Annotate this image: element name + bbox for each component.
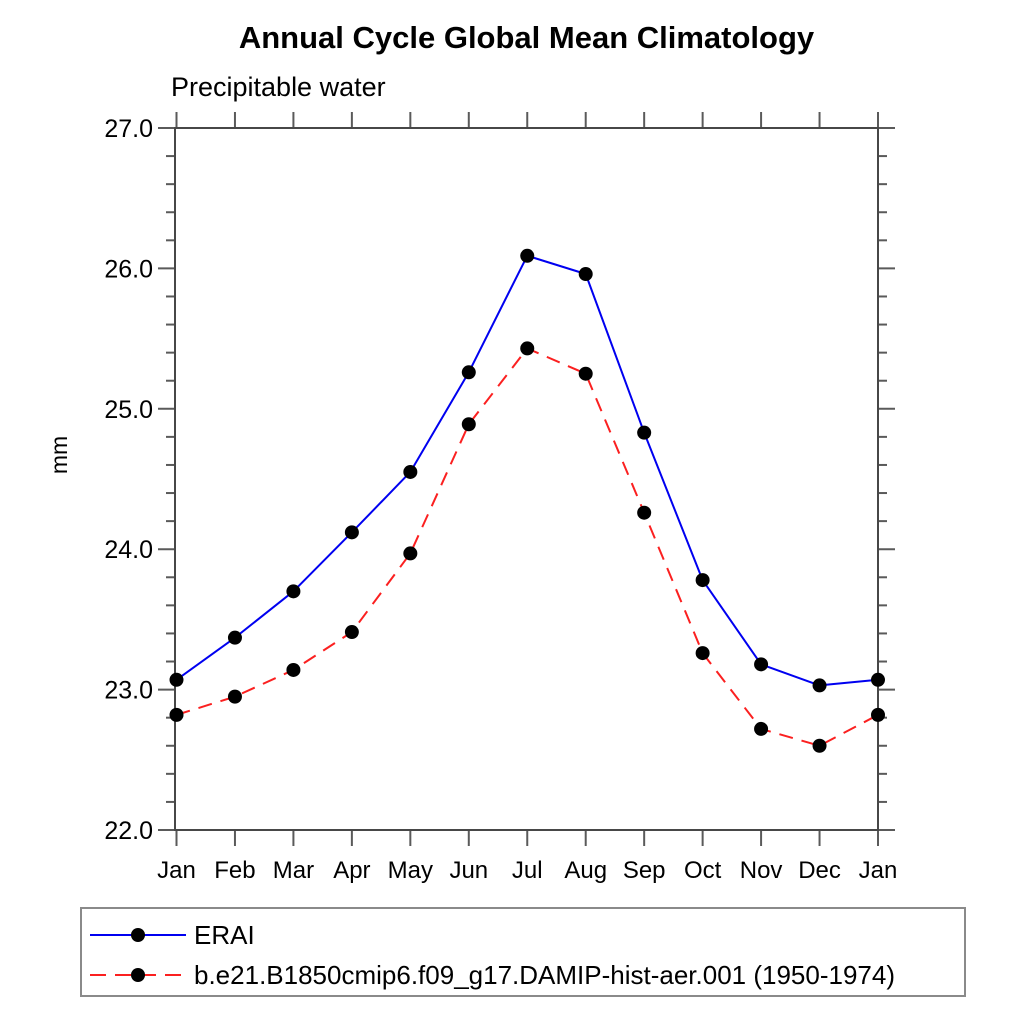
erai-data-point <box>403 464 418 479</box>
erai-data-point <box>695 573 710 588</box>
model-data-point <box>578 366 593 381</box>
erai-data-point <box>812 678 827 693</box>
model-data-point <box>461 417 476 432</box>
erai-line-sample-icon <box>90 928 186 942</box>
erai-data-point <box>461 365 476 380</box>
legend-label-model: b.e21.B1850cmip6.f09_g17.DAMIP-hist-aer.… <box>194 959 895 990</box>
x-tick-label: Apr <box>333 857 370 884</box>
model-data-point <box>227 689 242 704</box>
x-tick-label: Jan <box>859 857 898 884</box>
model-data-point <box>520 341 535 356</box>
y-tick-label: 27.0 <box>104 115 153 143</box>
x-tick-label: Nov <box>740 857 783 884</box>
erai-data-point <box>169 672 184 687</box>
y-tick-label: 24.0 <box>104 536 153 564</box>
y-tick-label: 25.0 <box>104 396 153 424</box>
x-tick-label: Oct <box>684 857 722 884</box>
x-tick-label: May <box>388 857 433 884</box>
model-data-point <box>812 738 827 753</box>
x-tick-label: Jan <box>157 857 196 884</box>
erai-data-point <box>286 584 301 599</box>
x-tick-label: Sep <box>623 857 666 884</box>
model-data-point <box>754 721 769 736</box>
chart-subtitle: Precipitable water <box>171 72 386 102</box>
model-data-point <box>403 546 418 561</box>
model-data-point <box>871 707 885 722</box>
x-tick-label: Jul <box>512 857 543 884</box>
x-tick-label: Jun <box>449 857 488 884</box>
model-data-point <box>169 707 184 722</box>
x-tick-label: Feb <box>214 857 255 884</box>
model-data-point <box>637 505 652 520</box>
y-tick-label: 22.0 <box>104 817 153 845</box>
erai-data-point <box>754 657 769 672</box>
erai-line <box>175 254 879 687</box>
x-tick-label: Dec <box>798 857 841 884</box>
erai-data-point <box>637 425 652 440</box>
erai-data-point <box>578 267 593 282</box>
erai-data-point <box>871 672 885 687</box>
erai-data-point <box>520 248 535 263</box>
legend-label-erai: ERAI <box>194 919 255 950</box>
plot-frame <box>174 127 879 831</box>
legend: ERAI b.e21.B1850cmip6.f09_g17.DAMIP-hist… <box>80 907 966 997</box>
model-data-point <box>695 646 710 661</box>
x-tick-label: Aug <box>564 857 607 884</box>
erai-data-point <box>344 525 359 540</box>
x-tick-label: Mar <box>273 857 314 884</box>
legend-entry-model: b.e21.B1850cmip6.f09_g17.DAMIP-hist-aer.… <box>86 960 895 990</box>
model-line <box>176 347 879 747</box>
chart-title: Annual Cycle Global Mean Climatology <box>238 20 815 55</box>
model-line-sample-icon <box>90 968 186 982</box>
model-data-point <box>286 662 301 677</box>
y-tick-label: 26.0 <box>104 255 153 283</box>
erai-data-point <box>227 630 242 645</box>
model-data-point <box>344 625 359 640</box>
legend-entry-erai: ERAI <box>86 920 255 950</box>
y-tick-label: 23.0 <box>104 677 153 705</box>
